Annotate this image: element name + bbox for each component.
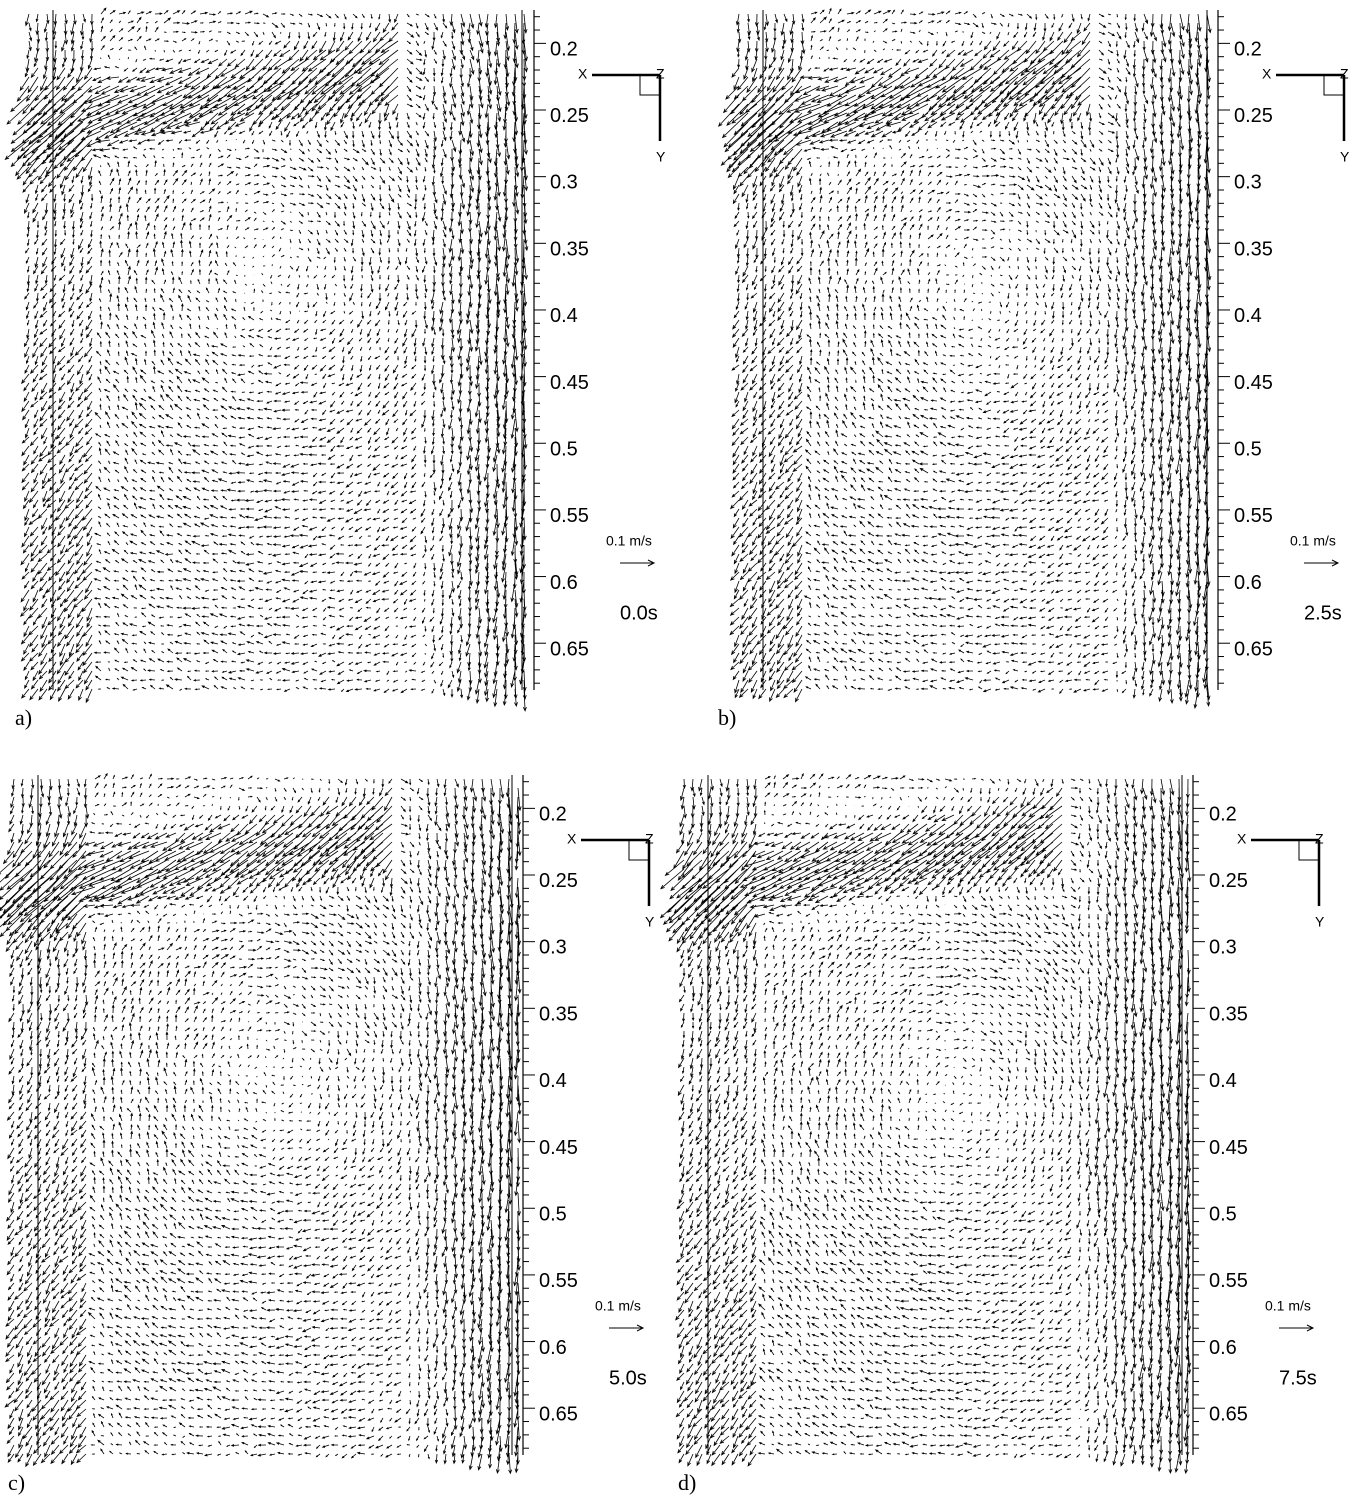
time-label: 2.5s: [1304, 602, 1342, 624]
tick-label: 0.4: [550, 305, 578, 327]
tick-label: 0.6: [1209, 1337, 1237, 1359]
tick-label: 0.4: [1209, 1070, 1237, 1092]
axis-x-label: X: [1262, 66, 1272, 82]
panel: 0.2 0.25 0.3 0.35 0.4 0.45 0.5 0.55 0.6 0.65 X Z Y 0.…: [0, 772, 655, 1495]
panel: 0.2 0.25 0.3 0.35 0.4 0.45 0.5 0.55 0.6 0.65 X Z Y 0.…: [659, 772, 1325, 1495]
corner: [639, 75, 660, 96]
tick-label: 0.55: [539, 1270, 578, 1292]
scale-label: 0.1 m/s: [606, 533, 652, 549]
tick-label: 0.4: [1234, 305, 1262, 327]
panel-label: c): [8, 1470, 25, 1495]
tick-label: 0.5: [1234, 438, 1262, 460]
scale-label: 0.1 m/s: [595, 1298, 641, 1314]
tick-label: 0.35: [550, 238, 589, 260]
scale-arrow: [609, 1324, 645, 1332]
corner: [1298, 840, 1319, 861]
tick-label: 0.6: [550, 572, 578, 594]
axis-z-label: Z: [1315, 831, 1324, 847]
tick-label: 0.25: [550, 105, 589, 127]
tick-label: 0.4: [539, 1070, 567, 1092]
tick-label: 0.35: [1234, 238, 1273, 260]
tick-label: 0.6: [1234, 572, 1262, 594]
tick-label: 0.35: [539, 1003, 578, 1025]
scale-label: 0.1 m/s: [1265, 1298, 1311, 1314]
axis-y-label: Y: [656, 149, 666, 165]
tick-label: 0.3: [539, 937, 567, 959]
tick-label: 0.25: [539, 870, 578, 892]
tick-label: 0.3: [1234, 172, 1262, 194]
axis-y-label: Y: [645, 914, 655, 930]
tick-label: 0.5: [550, 438, 578, 460]
tick-label: 0.55: [1209, 1270, 1248, 1292]
panel-label: b): [718, 705, 736, 730]
scale-label: 0.1 m/s: [1290, 533, 1336, 549]
tick-label: 0.2: [1234, 38, 1262, 60]
tick-label: 0.35: [1209, 1003, 1248, 1025]
vector-field: [718, 7, 1212, 710]
axis-z-label: Z: [1340, 66, 1349, 82]
tick-label: 0.3: [1209, 937, 1237, 959]
tick-label: 0.45: [1234, 372, 1273, 394]
scale-arrow: [620, 559, 656, 567]
corner: [628, 840, 649, 861]
axis-z-label: Z: [656, 66, 665, 82]
tick-label: 0.55: [1234, 505, 1273, 527]
tick-label: 0.45: [550, 372, 589, 394]
scale-arrow: [1279, 1324, 1315, 1332]
time-label: 0.0s: [620, 602, 658, 624]
vector-field: [659, 772, 1192, 1475]
corner: [1323, 75, 1344, 96]
tick-label: 0.5: [539, 1203, 567, 1225]
axis-x-label: X: [1237, 831, 1247, 847]
panel-label: d): [678, 1470, 696, 1495]
tick-label: 0.25: [1234, 105, 1273, 127]
panel: 0.2 0.25 0.3 0.35 0.4 0.45 0.5 0.55 0.6 0.65 X Z Y 0.…: [718, 7, 1350, 730]
vector-field: [0, 772, 522, 1475]
tick-label: 0.25: [1209, 870, 1248, 892]
time-label: 5.0s: [609, 1367, 647, 1389]
tick-label: 0.45: [1209, 1137, 1248, 1159]
tick-label: 0.3: [550, 172, 578, 194]
axis-z-label: Z: [645, 831, 654, 847]
tick-label: 0.65: [539, 1404, 578, 1426]
tick-label: 0.2: [539, 803, 567, 825]
tick-label: 0.2: [1209, 803, 1237, 825]
scale-arrow: [1304, 559, 1340, 567]
tick-label: 0.2: [550, 38, 578, 60]
axis-y-label: Y: [1315, 914, 1325, 930]
tick-label: 0.65: [1209, 1404, 1248, 1426]
vector-field: [4, 7, 529, 712]
axis-y-label: Y: [1340, 149, 1350, 165]
time-label: 7.5s: [1279, 1367, 1317, 1389]
axis-x-label: X: [578, 66, 588, 82]
panel: 0.2 0.25 0.3 0.35 0.4 0.45 0.5 0.55 0.6 0.65 X Z Y 0.…: [4, 7, 666, 730]
tick-label: 0.45: [539, 1137, 578, 1159]
tick-label: 0.55: [550, 505, 589, 527]
tick-label: 0.5: [1209, 1203, 1237, 1225]
panel-label: a): [15, 705, 32, 730]
tick-label: 0.65: [1234, 639, 1273, 661]
axis-x-label: X: [567, 831, 577, 847]
tick-label: 0.6: [539, 1337, 567, 1359]
tick-label: 0.65: [550, 639, 589, 661]
